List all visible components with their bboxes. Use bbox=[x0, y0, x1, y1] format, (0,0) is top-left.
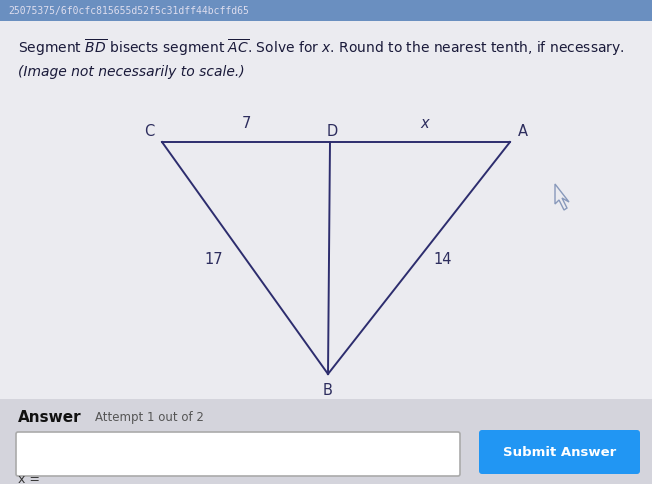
Text: Answer: Answer bbox=[18, 409, 82, 424]
FancyBboxPatch shape bbox=[0, 0, 652, 22]
FancyBboxPatch shape bbox=[479, 430, 640, 474]
Text: x: x bbox=[421, 116, 429, 131]
Text: D: D bbox=[327, 124, 338, 139]
Text: Attempt 1 out of 2: Attempt 1 out of 2 bbox=[95, 410, 204, 424]
Text: Submit Answer: Submit Answer bbox=[503, 446, 617, 458]
Text: (Image not necessarily to scale.): (Image not necessarily to scale.) bbox=[18, 65, 244, 79]
Text: B: B bbox=[323, 382, 333, 397]
FancyBboxPatch shape bbox=[0, 22, 652, 399]
Text: x =: x = bbox=[18, 472, 40, 484]
Text: 7: 7 bbox=[241, 116, 250, 131]
FancyBboxPatch shape bbox=[16, 432, 460, 476]
Text: C: C bbox=[143, 124, 154, 139]
Text: Segment $\overline{BD}$ bisects segment $\overline{AC}$. Solve for $x$. Round to: Segment $\overline{BD}$ bisects segment … bbox=[18, 38, 625, 58]
Text: A: A bbox=[518, 124, 528, 139]
FancyBboxPatch shape bbox=[0, 399, 652, 484]
Text: 25075375/6f0cfc815655d52f5c31dff44bcffd65: 25075375/6f0cfc815655d52f5c31dff44bcffd6… bbox=[8, 6, 249, 16]
Text: 17: 17 bbox=[204, 251, 223, 266]
Text: 14: 14 bbox=[433, 251, 451, 266]
